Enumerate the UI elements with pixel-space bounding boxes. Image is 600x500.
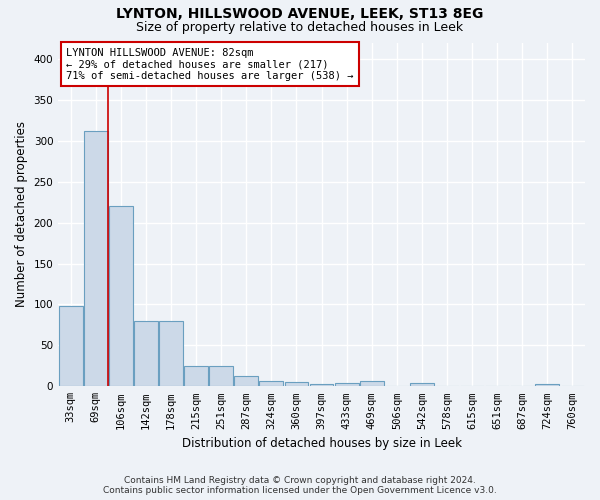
Bar (159, 321, 183, 386)
X-axis label: Distribution of detached houses by size in Leek: Distribution of detached houses by size … (182, 437, 461, 450)
Text: LYNTON, HILLSWOOD AVENUE, LEEK, ST13 8EG: LYNTON, HILLSWOOD AVENUE, LEEK, ST13 8EG (116, 8, 484, 22)
Bar (59, 306, 83, 386)
Bar (259, 382, 283, 386)
Bar (209, 366, 233, 386)
Bar (134, 321, 158, 386)
Bar (109, 206, 133, 386)
Bar (84, 131, 108, 386)
Bar (184, 366, 208, 386)
Y-axis label: Number of detached properties: Number of detached properties (15, 122, 28, 308)
Bar (235, 376, 258, 386)
Bar (310, 384, 334, 386)
Text: LYNTON HILLSWOOD AVENUE: 82sqm
← 29% of detached houses are smaller (217)
71% of: LYNTON HILLSWOOD AVENUE: 82sqm ← 29% of … (66, 48, 353, 81)
Bar (360, 382, 383, 386)
Bar (535, 384, 559, 386)
Bar (410, 383, 434, 386)
Text: Contains HM Land Registry data © Crown copyright and database right 2024.
Contai: Contains HM Land Registry data © Crown c… (103, 476, 497, 495)
Bar (335, 383, 359, 386)
Bar (284, 382, 308, 386)
Text: Size of property relative to detached houses in Leek: Size of property relative to detached ho… (136, 21, 464, 34)
